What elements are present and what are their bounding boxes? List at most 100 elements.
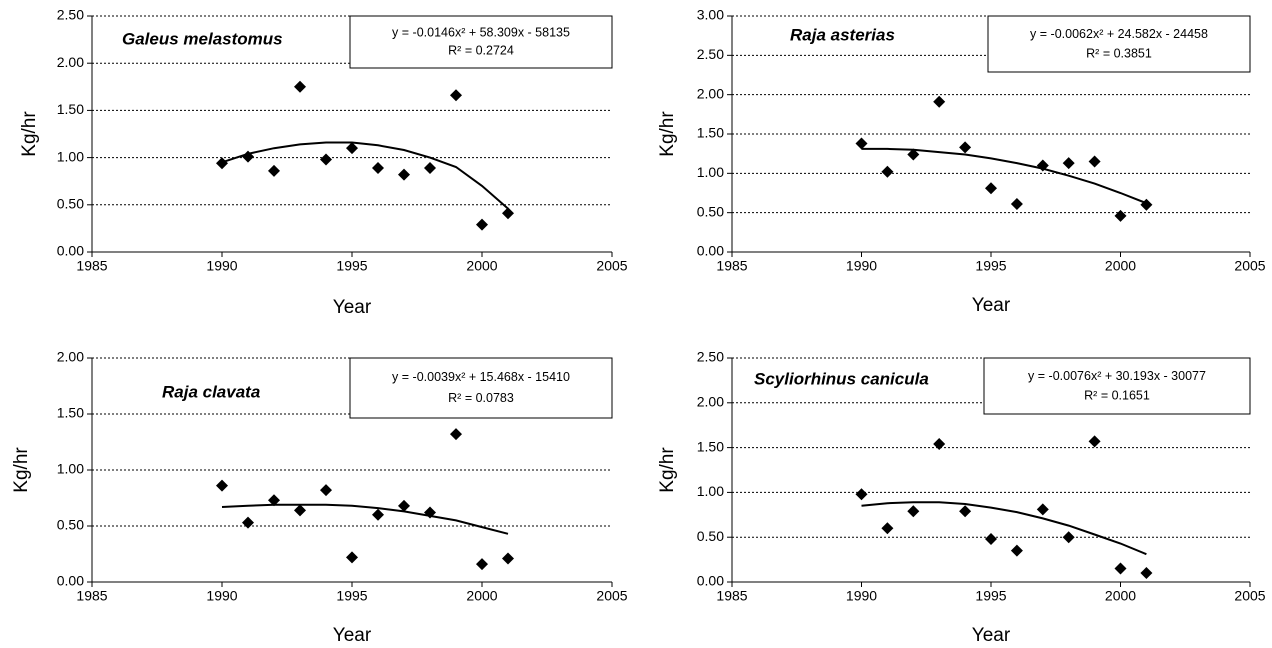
x-tick-label: 1985: [716, 588, 747, 604]
r-squared: R² = 0.0783: [448, 391, 514, 405]
x-tick-label: 2000: [466, 258, 497, 274]
y-tick-label: 2.50: [697, 46, 724, 62]
data-point: [502, 552, 514, 565]
data-point: [502, 207, 514, 220]
data-point: [424, 161, 436, 174]
data-point: [372, 161, 384, 174]
data-point: [424, 506, 436, 519]
x-tick-label: 2005: [596, 258, 627, 274]
y-tick-label: 2.00: [57, 54, 84, 70]
y-axis-title: Kg/hr: [11, 447, 32, 493]
trendline: [861, 147, 1147, 205]
equation-box: [987, 15, 1251, 73]
data-point: [268, 494, 280, 507]
y-tick-label: 0.50: [697, 528, 724, 544]
data-point: [1114, 209, 1127, 222]
data-point: [933, 95, 946, 108]
equation-box: [983, 357, 1251, 415]
data-point: [398, 499, 410, 512]
data-point: [268, 164, 280, 177]
x-axis-title: Year: [972, 625, 1011, 646]
trend-equation: y = -0.0076x² + 30.193x - 30077: [1028, 369, 1206, 383]
x-tick-label: 2005: [596, 588, 627, 604]
r-squared: R² = 0.1651: [1084, 388, 1150, 402]
y-tick-label: 0.00: [57, 243, 84, 259]
x-tick-label: 1985: [76, 258, 107, 274]
x-tick-label: 1995: [336, 258, 367, 274]
y-tick-label: 1.00: [697, 483, 724, 499]
data-point: [1114, 562, 1127, 575]
y-tick-label: 2.00: [697, 394, 724, 410]
data-point: [959, 505, 972, 518]
y-tick-label: 0.50: [57, 196, 84, 212]
x-tick-label: 1990: [206, 588, 237, 604]
x-tick-label: 1995: [975, 258, 1006, 274]
data-point: [450, 428, 462, 441]
y-tick-label: 1.50: [57, 405, 84, 421]
x-tick-label: 1985: [716, 258, 747, 274]
chart-title: Raja clavata: [162, 382, 260, 401]
data-point: [1088, 155, 1101, 168]
x-axis-title: Year: [972, 295, 1011, 316]
y-tick-label: 1.00: [57, 461, 84, 477]
data-point: [294, 80, 306, 93]
trend-equation: y = -0.0146x² + 58.309x - 58135: [392, 25, 570, 39]
data-point: [881, 165, 894, 178]
y-tick-label: 1.50: [697, 438, 724, 454]
y-tick-label: 1.50: [57, 101, 84, 117]
y-tick-label: 2.50: [57, 7, 84, 23]
trendline: [221, 503, 509, 535]
data-point: [346, 551, 358, 564]
data-point: [320, 484, 332, 497]
data-point: [294, 504, 306, 517]
y-axis-title: Kg/hr: [657, 447, 678, 493]
equation-box: [349, 15, 613, 69]
y-tick-label: 1.00: [57, 148, 84, 164]
data-point: [855, 488, 868, 501]
x-tick-label: 1990: [846, 258, 877, 274]
data-point: [476, 558, 488, 571]
x-tick-label: 2005: [1234, 258, 1265, 274]
x-tick-label: 2000: [1105, 588, 1136, 604]
y-tick-label: 1.50: [697, 125, 724, 141]
data-point: [476, 218, 488, 231]
chart-title: Raja asterias: [790, 25, 895, 44]
x-tick-label: 1995: [975, 588, 1006, 604]
x-tick-label: 1995: [336, 588, 367, 604]
y-axis-title: Kg/hr: [657, 111, 678, 157]
trend-equation: y = -0.0039x² + 15.468x - 15410: [392, 370, 570, 384]
data-point: [242, 516, 254, 529]
r-squared: R² = 0.2724: [448, 44, 514, 58]
chart-title: Scyliorhinus canicula: [754, 369, 929, 388]
data-point: [1010, 544, 1023, 557]
data-point: [1062, 531, 1075, 544]
data-point: [216, 479, 228, 492]
data-point: [372, 508, 384, 521]
r-squared: R² = 0.3851: [1086, 46, 1152, 60]
data-point: [855, 137, 868, 150]
data-point: [450, 89, 462, 102]
data-point: [1140, 198, 1153, 211]
data-point: [1062, 157, 1075, 170]
data-point: [1088, 435, 1101, 448]
data-point: [907, 505, 920, 518]
data-point: [881, 522, 894, 535]
data-point: [398, 168, 410, 181]
x-tick-label: 1990: [206, 258, 237, 274]
trendline: [221, 141, 509, 210]
x-axis-title: Year: [333, 625, 372, 646]
trend-equation: y = -0.0062x² + 24.582x - 24458: [1030, 27, 1208, 41]
y-tick-label: 0.00: [57, 573, 84, 589]
equation-box: [349, 357, 613, 419]
y-tick-label: 2.00: [697, 85, 724, 101]
x-axis-title: Year: [333, 297, 372, 318]
y-tick-label: 0.00: [697, 243, 724, 259]
data-point: [985, 182, 997, 195]
x-tick-label: 2000: [1105, 258, 1136, 274]
data-point: [933, 438, 946, 451]
data-point: [320, 153, 332, 166]
x-tick-label: 1985: [76, 588, 107, 604]
chart-title: Galeus melastomus: [122, 29, 283, 48]
y-tick-label: 0.00: [697, 573, 724, 589]
